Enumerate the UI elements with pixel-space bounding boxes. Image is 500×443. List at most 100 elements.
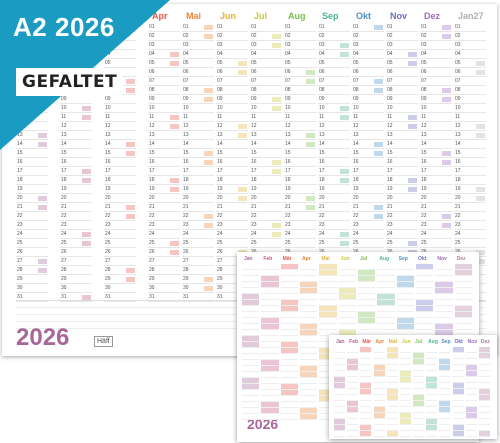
day-row: 26 [148,249,180,257]
weekend-highlight [170,61,179,66]
day-number: 25 [421,240,427,246]
preview-day-row [396,306,414,312]
preview-day-row [452,419,464,425]
day-row: 08 [454,87,486,95]
preview-day-row [242,408,260,414]
day-number: 25 [353,240,359,246]
preview-day-row [399,371,411,377]
preview-day-row [261,312,279,318]
preview-day-row [300,414,318,420]
day-number: 06 [183,69,189,75]
preview-day-row [334,371,346,377]
preview-day-row [319,288,337,294]
day-row: 28 [148,267,180,275]
day-row: 17 [454,168,486,176]
preview-day-row [280,270,298,276]
preview-day-row [416,288,434,294]
day-number: 10 [251,105,257,111]
day-number: 13 [251,132,257,138]
day-number: 23 [183,222,189,228]
preview-day-row [319,396,337,402]
preview-day-row [386,371,398,377]
preview-day-row [416,276,434,282]
weekend-highlight [170,115,179,120]
preview-day-row [300,276,318,282]
day-number: 29 [183,276,189,282]
preview-day-row [435,312,453,318]
preview-day-row [399,359,411,365]
day-row: 18 [148,177,180,185]
preview-day-row [465,371,477,377]
preview-day-row [439,401,451,407]
day-row: 21 [352,204,384,212]
preview-day-row [373,365,385,371]
preview-day-row [334,383,346,389]
day-number: 31 [17,294,23,300]
day-row: 29 [216,276,248,284]
preview-day-row [360,407,372,413]
banner-title: A2 2026 [13,12,115,42]
weekend-highlight [170,187,179,192]
day-number: 05 [455,60,461,66]
day-number: 25 [17,240,23,246]
day-row: 07 [216,78,248,86]
day-row: 09 [386,96,418,104]
day-row: 22 [352,213,384,221]
day-row: 15 [454,150,486,158]
preview-day-row [319,336,337,342]
month-header: Aug [288,11,306,21]
day-number: 20 [319,195,325,201]
preview-day-row [300,264,318,270]
preview-day-row [334,419,346,425]
day-row: 21 [454,204,486,212]
day-row: 02 [454,33,486,41]
preview-day-row [319,270,337,276]
preview-day-row [358,276,376,282]
preview-day-row [439,395,451,401]
day-row: 17 [60,168,92,176]
preview-day-row [300,384,318,390]
preview-month-column [334,347,346,437]
day-number: 04 [285,51,291,57]
day-number: 04 [251,51,257,57]
preview-day-row [280,312,298,318]
day-row: 20 [250,195,282,203]
day-row: 17 [420,168,452,176]
day-number: 10 [387,105,393,111]
day-row: 04 [386,51,418,59]
preview-day-row [396,294,414,300]
preview-day-row [242,354,260,360]
day-number: 01 [319,24,325,30]
preview-day-row [334,431,346,437]
day-number: 29 [217,276,223,282]
preview-day-row [413,389,425,395]
preview-day-row [280,276,298,282]
preview-day-row [426,383,438,389]
day-number: 01 [183,24,189,30]
day-row: 22 [386,213,418,221]
day-row: 31 [104,294,136,302]
day-number: 15 [319,150,325,156]
day-number: 24 [353,231,359,237]
day-number: 08 [285,87,291,93]
day-row: 10 [352,105,384,113]
day-number: 16 [387,159,393,165]
day-number: 16 [455,159,461,165]
preview-day-row [338,264,356,270]
day-row: 23 [60,222,92,230]
day-row: 18 [16,177,48,185]
preview-day-row [478,359,490,365]
preview-day-row [358,312,376,318]
preview-day-row [360,425,372,431]
day-row: 24 [352,231,384,239]
day-row: 25 [284,240,316,248]
preview-month-header: Mär [282,256,292,262]
preview-day-row [373,407,385,413]
day-row: 26 [104,249,136,257]
calendar-preview-small: Jan Feb Mär Apr Mai Jun Jul Aug Sep Okt Nov Dez [329,335,497,439]
preview-day-row [465,413,477,419]
preview-day-row [300,372,318,378]
day-number: 05 [387,60,393,66]
day-number: 22 [217,213,223,219]
weekend-highlight [340,241,349,246]
